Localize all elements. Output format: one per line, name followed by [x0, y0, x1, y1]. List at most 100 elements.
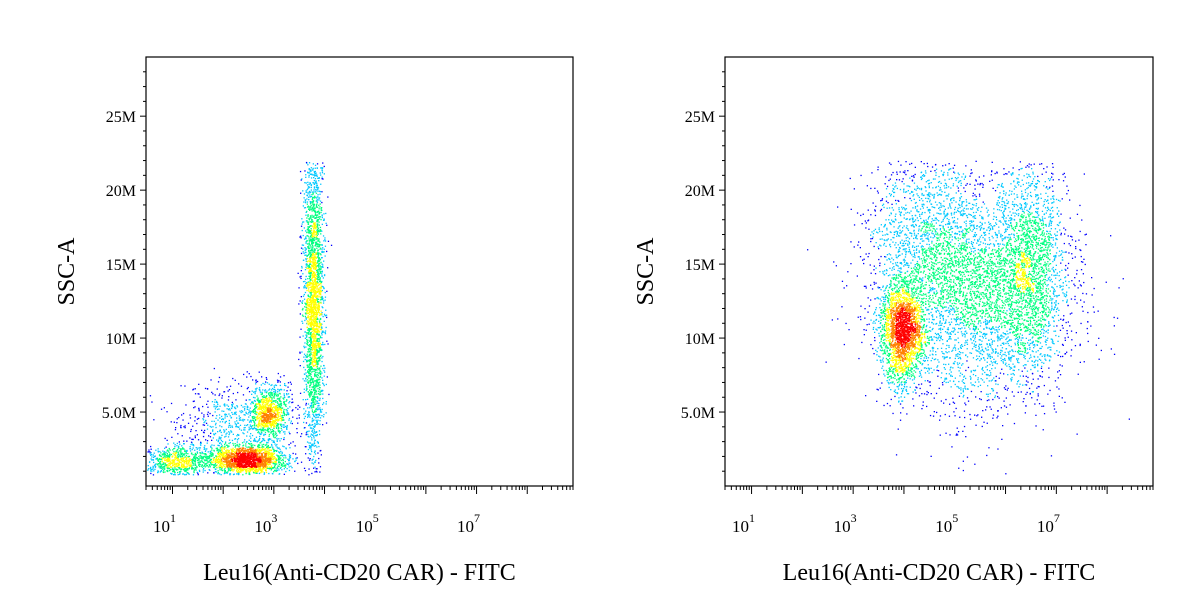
event-dot — [290, 465, 292, 467]
event-dot — [274, 393, 276, 396]
event-dot — [235, 454, 237, 456]
event-dot — [281, 464, 283, 466]
event-dot — [312, 324, 314, 326]
event-dot — [310, 305, 313, 307]
event-dot — [253, 399, 256, 402]
event-dot — [210, 464, 212, 466]
event-dot — [271, 401, 273, 404]
event-dot — [312, 431, 314, 433]
event-dot — [266, 460, 268, 463]
event-dot — [305, 399, 307, 401]
event-dot — [224, 461, 226, 463]
event-dot — [265, 402, 267, 404]
event-dot — [271, 443, 273, 446]
event-dot — [238, 473, 240, 475]
event-dot — [280, 401, 282, 403]
event-dot — [229, 473, 232, 475]
event-dot — [257, 398, 259, 400]
event-dot — [273, 441, 275, 443]
event-dot — [270, 423, 272, 425]
event-dot — [268, 404, 271, 407]
event-dot — [277, 388, 279, 391]
event-dot — [243, 450, 245, 452]
event-dot — [252, 401, 254, 403]
event-dot — [308, 168, 310, 171]
event-dot — [243, 454, 245, 456]
event-dot — [319, 417, 322, 419]
event-dot — [175, 463, 177, 465]
event-dot — [220, 465, 222, 467]
event-dot — [263, 465, 265, 467]
event-dot — [318, 356, 320, 358]
event-dot — [212, 460, 215, 462]
event-dot — [243, 466, 245, 468]
event-dot — [265, 468, 267, 471]
event-dot — [305, 375, 308, 377]
event-dot — [218, 458, 220, 460]
event-dot — [181, 465, 183, 468]
event-dot — [306, 305, 308, 307]
event-dot — [252, 460, 254, 462]
event-dot — [227, 446, 229, 448]
event-dot — [192, 474, 195, 476]
event-dot — [313, 174, 315, 176]
event-dot — [289, 406, 291, 408]
event-dot — [278, 419, 280, 421]
event-dot — [167, 467, 170, 469]
event-dot — [232, 473, 235, 476]
event-dot — [319, 262, 321, 265]
event-dot — [313, 195, 316, 197]
event-dot — [237, 462, 239, 464]
event-dot — [309, 286, 311, 289]
event-dot — [164, 471, 166, 473]
event-dot — [232, 442, 234, 445]
event-dot — [276, 419, 278, 421]
event-dot — [221, 445, 223, 447]
event-dot — [285, 447, 287, 449]
event-dot — [317, 252, 319, 254]
event-dot — [167, 470, 169, 473]
event-dot — [309, 381, 312, 384]
event-dot — [307, 304, 309, 306]
event-dot — [254, 416, 256, 418]
event-dot — [265, 458, 267, 460]
event-dot — [236, 456, 238, 458]
event-dot — [271, 413, 273, 415]
event-dot — [169, 458, 171, 460]
event-dot — [248, 456, 251, 459]
event-dot — [323, 313, 326, 315]
event-dot — [172, 460, 175, 462]
event-dot — [285, 470, 287, 473]
event-dot — [166, 461, 168, 463]
event-dot — [250, 455, 252, 457]
event-dot — [270, 384, 272, 387]
event-dot — [259, 447, 261, 449]
event-dot — [318, 177, 320, 179]
event-dot — [158, 466, 160, 468]
event-dot — [258, 423, 261, 425]
event-dot — [312, 463, 315, 465]
event-dot — [312, 245, 314, 247]
event-dot — [198, 464, 200, 466]
event-dot — [308, 260, 311, 263]
event-dot — [315, 252, 317, 255]
event-dot — [266, 441, 268, 444]
event-dot — [309, 192, 311, 194]
event-dot — [319, 172, 321, 174]
event-dot — [273, 466, 275, 469]
event-dot — [278, 463, 280, 466]
event-dot — [313, 351, 315, 353]
event-dot — [313, 316, 315, 318]
event-dot — [288, 456, 291, 458]
event-dot — [236, 470, 238, 472]
event-dot — [231, 469, 233, 471]
event-dot — [182, 460, 184, 462]
event-dot — [252, 465, 254, 467]
event-dot — [314, 191, 316, 193]
event-dot — [301, 178, 303, 180]
event-dot — [308, 327, 310, 330]
event-dot — [248, 428, 250, 430]
event-dot — [149, 451, 151, 453]
event-dot — [310, 234, 312, 237]
